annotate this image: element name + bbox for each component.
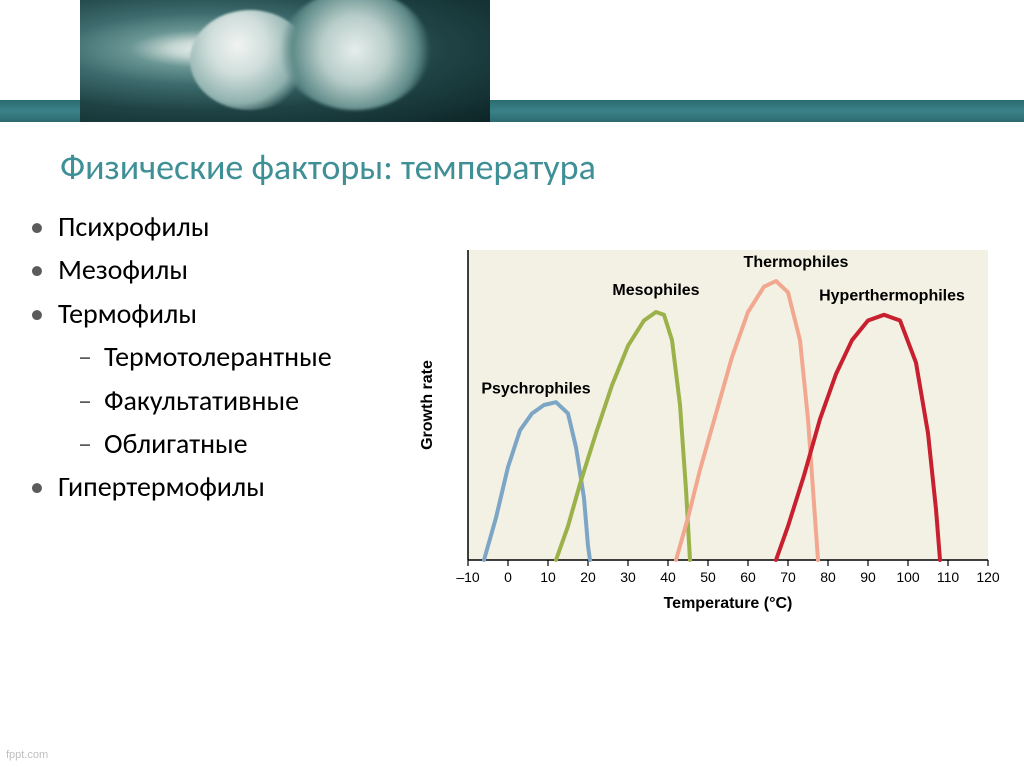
slide-title: Физические факторы: температура	[60, 145, 596, 189]
list-item: Термотолерантные	[78, 335, 332, 378]
list-item: Факультативные	[78, 379, 332, 422]
svg-text:20: 20	[580, 569, 596, 585]
footer-watermark: fppt.com	[6, 749, 48, 761]
svg-text:60: 60	[740, 569, 756, 585]
list-item: Термофилы	[30, 292, 332, 335]
list-item: Психрофилы	[30, 205, 332, 248]
growth-rate-chart: –10 0 10 20 30 40 50 60 70 80 90 100 110 120 Temperatu…	[410, 230, 1000, 620]
svg-text:Thermophiles: Thermophiles	[744, 254, 849, 271]
svg-text:50: 50	[700, 569, 716, 585]
bullets-l2: Термотолерантные Факультативные Облигатн…	[78, 335, 332, 465]
svg-text:30: 30	[620, 569, 636, 585]
svg-text:100: 100	[896, 569, 920, 585]
svg-text:70: 70	[780, 569, 796, 585]
header-image	[80, 0, 490, 122]
svg-text:Temperature (°C): Temperature (°C)	[664, 595, 793, 612]
svg-text:80: 80	[820, 569, 836, 585]
bullet-list: Психрофилы Мезофилы Термофилы Термотолер…	[30, 205, 332, 509]
svg-text:Psychrophiles: Psychrophiles	[481, 381, 590, 398]
svg-text:Hyperthermophiles: Hyperthermophiles	[819, 288, 965, 305]
svg-text:90: 90	[860, 569, 876, 585]
svg-text:120: 120	[976, 569, 1000, 585]
bullets-l1: Психрофилы Мезофилы Термофилы Термотолер…	[30, 205, 332, 509]
svg-text:–10: –10	[456, 569, 480, 585]
list-item: Мезофилы	[30, 248, 332, 291]
svg-text:40: 40	[660, 569, 676, 585]
svg-text:110: 110	[937, 569, 960, 585]
svg-text:Growth rate: Growth rate	[419, 360, 436, 450]
svg-text:10: 10	[540, 569, 556, 585]
list-item: Облигатные	[78, 422, 332, 465]
svg-text:Mesophiles: Mesophiles	[612, 282, 699, 299]
list-item: Гипертермофилы	[30, 465, 332, 508]
svg-text:0: 0	[504, 569, 512, 585]
